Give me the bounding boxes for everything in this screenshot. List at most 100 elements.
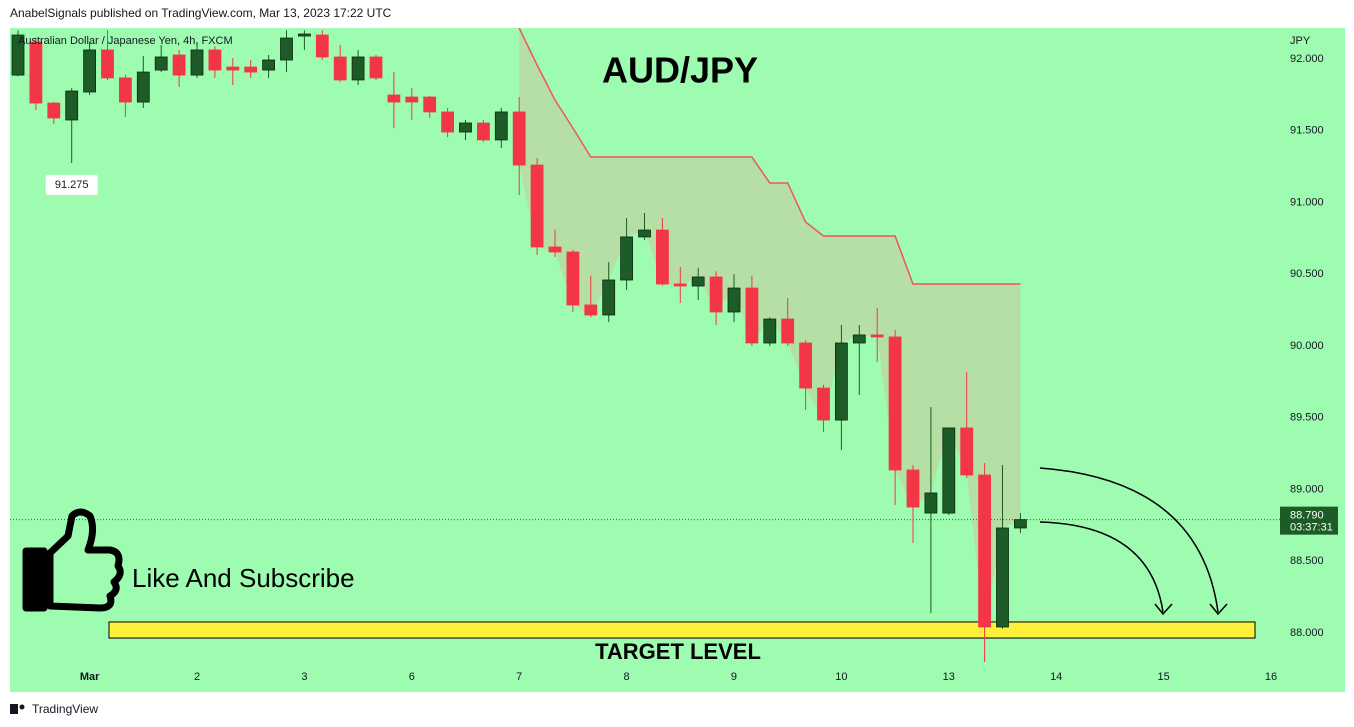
overlay-line <box>518 28 1021 285</box>
candle-body <box>781 318 795 344</box>
last-price-box <box>1280 506 1338 535</box>
candle-body <box>960 427 974 476</box>
currency: JPY <box>1290 35 1311 47</box>
footer-logo <box>10 704 25 714</box>
countdown: 03:37:31 <box>1290 522 1333 534</box>
candle-body <box>154 56 168 71</box>
y-tick-label: 89.000 <box>1290 483 1324 495</box>
footer: TradingView <box>32 702 98 716</box>
candle-body <box>530 164 544 248</box>
candle-body <box>834 342 848 421</box>
y-tick-label: 88.000 <box>1290 627 1324 639</box>
candle-body <box>11 34 25 76</box>
candle-body <box>29 41 43 104</box>
candle-body <box>602 279 616 316</box>
candle-body <box>584 304 598 316</box>
candle-body <box>924 492 938 514</box>
x-tick-label: 8 <box>624 671 630 683</box>
candle-body <box>888 336 902 471</box>
plot-layer <box>10 28 1280 663</box>
target-label: TARGET LEVEL <box>595 639 761 664</box>
x-tick-label: 9 <box>731 671 737 683</box>
x-tick-label: 16 <box>1265 671 1277 683</box>
low-label-box <box>45 175 98 196</box>
candle-body <box>512 111 526 166</box>
header: AnabelSignals published on TradingView.c… <box>10 6 392 20</box>
candle-body <box>548 246 562 253</box>
candle-body <box>942 427 956 514</box>
candle-body <box>996 527 1009 628</box>
x-tick-label: 14 <box>1050 671 1062 683</box>
y-tick-label: 91.000 <box>1290 196 1324 208</box>
candle-body <box>333 56 347 81</box>
candle-body <box>978 474 991 628</box>
target-zone <box>108 621 1256 639</box>
candle-body <box>65 90 79 121</box>
candle-body <box>136 71 150 103</box>
x-tick-label: 2 <box>194 671 200 683</box>
chart-title: AUD/JPY <box>602 50 758 91</box>
candle-body <box>208 49 222 71</box>
candle-body <box>691 276 705 287</box>
candle-body <box>244 66 258 73</box>
x-tick-label: 3 <box>301 671 307 683</box>
candle-body <box>817 387 830 421</box>
y-tick-label: 88.500 <box>1290 555 1324 567</box>
candle-body <box>369 56 383 79</box>
x-tick-label: 10 <box>835 671 847 683</box>
candle-body <box>638 229 651 238</box>
x-tick-label: 7 <box>516 671 522 683</box>
candle-body <box>387 94 401 103</box>
thumbs-up-icon <box>22 508 124 612</box>
arrows <box>1039 467 1228 616</box>
candle-body <box>655 229 669 285</box>
candle-body <box>190 49 204 76</box>
overlay-fill <box>519 28 1021 627</box>
x-tick-label: Mar <box>80 671 100 683</box>
symbol-line: Australian Dollar / Japanese Yen, 4h, FX… <box>18 35 233 47</box>
candle-body <box>906 469 920 508</box>
x-tick-label: 15 <box>1157 671 1169 683</box>
candle-body <box>101 49 114 79</box>
annotation: Like And Subscribe <box>132 563 355 593</box>
low-label: 91.275 <box>55 179 89 191</box>
candle-body <box>441 111 454 133</box>
candle-body <box>799 342 812 389</box>
candle-body <box>172 54 186 76</box>
candle-body <box>727 287 741 313</box>
candle-body <box>459 122 472 133</box>
candle-body <box>620 236 633 281</box>
x-tick-label: 13 <box>943 671 955 683</box>
candle-body <box>566 251 580 306</box>
candle-body <box>852 334 866 344</box>
candle-body <box>280 37 293 61</box>
candle-body <box>351 56 365 81</box>
candle-body <box>870 334 884 338</box>
y-tick-label: 90.500 <box>1290 268 1324 280</box>
candle-body <box>423 96 437 113</box>
candle-body <box>673 283 687 287</box>
candle-body <box>763 318 777 344</box>
candle-body <box>745 287 759 344</box>
candle-body <box>119 77 132 103</box>
candle-body <box>47 102 61 119</box>
candle-body <box>262 59 276 71</box>
candle-body <box>1013 519 1027 529</box>
y-tick-label: 90.000 <box>1290 340 1324 352</box>
last-price-label: 88.790 <box>1290 510 1324 522</box>
candle-body <box>405 96 419 103</box>
candle-body <box>226 66 240 71</box>
x-tick-label: 6 <box>409 671 415 683</box>
candle-body <box>494 111 508 141</box>
y-tick-label: 92.000 <box>1290 53 1324 65</box>
y-tick-label: 89.500 <box>1290 412 1324 424</box>
candle-body <box>83 49 97 93</box>
candle-body <box>476 122 490 141</box>
candle-body <box>709 276 723 313</box>
y-tick-label: 91.500 <box>1290 125 1324 137</box>
candle-body <box>315 34 329 58</box>
plot-background <box>10 28 1345 692</box>
candle-body <box>298 33 311 37</box>
